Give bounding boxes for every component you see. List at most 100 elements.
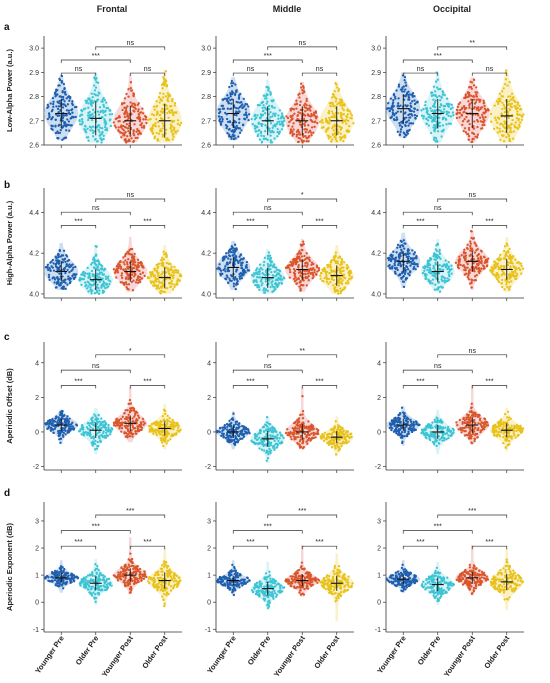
data-point: [508, 139, 511, 142]
data-point: [305, 425, 308, 428]
data-point: [155, 280, 158, 283]
data-point: [399, 130, 402, 133]
data-point: [403, 75, 407, 79]
data-point: [262, 94, 266, 97]
data-point: [90, 118, 94, 122]
data-point: [303, 128, 306, 131]
data-point: [501, 285, 504, 289]
data-point: [247, 118, 250, 122]
data-point: [57, 105, 61, 108]
data-point: [127, 413, 130, 416]
data-point: [47, 273, 51, 277]
significance-label: ns: [417, 66, 425, 73]
data-point: [497, 258, 500, 262]
data-point: [442, 263, 445, 267]
group-younger-post: [284, 387, 320, 450]
data-point: [403, 79, 406, 82]
data-point: [127, 419, 130, 423]
data-point: [472, 98, 476, 101]
data-point: [390, 116, 393, 119]
data-point: [230, 82, 233, 85]
data-point: [169, 438, 172, 441]
data-point: [501, 107, 504, 111]
data-point: [51, 128, 54, 131]
y-tick-label: 0: [35, 429, 39, 436]
data-point: [160, 99, 164, 102]
data-point: [409, 102, 412, 105]
data-point: [315, 266, 319, 269]
data-point: [502, 103, 505, 107]
data-point: [518, 104, 521, 108]
data-point: [125, 276, 128, 279]
data-point: [348, 274, 351, 277]
data-point: [73, 105, 77, 109]
data-point: [408, 116, 411, 119]
data-point: [246, 269, 249, 272]
data-point: [429, 116, 433, 120]
data-point: [446, 104, 450, 107]
data-point: [339, 287, 342, 290]
data-point: [107, 426, 110, 429]
data-point: [78, 277, 82, 280]
group-older-post: [319, 245, 354, 295]
data-point: [319, 271, 323, 275]
data-point: [519, 262, 523, 265]
data-point: [403, 132, 406, 135]
data-point: [165, 442, 168, 445]
data-point: [101, 420, 104, 424]
data-point: [89, 103, 93, 106]
data-point: [82, 432, 85, 435]
data-point: [242, 97, 245, 101]
data-point: [51, 108, 54, 111]
data-point: [51, 96, 55, 100]
data-point: [238, 277, 242, 280]
data-point: [333, 90, 336, 93]
data-point: [303, 90, 306, 94]
data-point: [91, 422, 94, 426]
data-point: [306, 263, 309, 267]
data-point: [137, 113, 141, 116]
data-point: [307, 436, 311, 440]
data-point: [509, 260, 513, 263]
data-point: [437, 286, 440, 289]
data-point: [81, 424, 84, 427]
data-point: [483, 123, 486, 127]
data-point: [52, 100, 55, 103]
y-tick-label: 2.8: [371, 94, 381, 101]
data-point: [515, 277, 518, 280]
significance-bracket: [129, 225, 166, 229]
data-point: [425, 122, 428, 125]
data-point: [510, 92, 514, 95]
data-point: [512, 137, 515, 140]
data-point: [476, 91, 479, 94]
data-point: [269, 449, 272, 452]
data-point: [390, 258, 394, 261]
data-point: [87, 116, 90, 120]
data-point: [513, 275, 517, 278]
data-point: [243, 117, 246, 120]
data-point: [120, 422, 124, 426]
data-point: [240, 266, 244, 270]
data-point: [108, 113, 111, 116]
data-point: [336, 132, 340, 136]
data-point: [168, 94, 172, 97]
data-point: [256, 283, 259, 286]
data-point: [84, 107, 87, 110]
data-point: [129, 81, 133, 84]
significance-bracket: [129, 385, 166, 389]
data-point: [272, 112, 275, 115]
data-point: [228, 133, 231, 136]
data-point: [506, 124, 510, 127]
data-point: [92, 115, 95, 118]
data-point: [155, 277, 159, 280]
data-point: [99, 263, 103, 267]
data-point: [438, 105, 442, 109]
data-point: [62, 258, 66, 262]
data-point: [498, 117, 501, 120]
data-point: [254, 441, 257, 445]
data-point: [424, 277, 428, 280]
data-point: [86, 433, 89, 436]
data-point: [68, 417, 71, 420]
y-tick-label: 4.2: [29, 251, 39, 258]
data-point: [256, 273, 259, 276]
